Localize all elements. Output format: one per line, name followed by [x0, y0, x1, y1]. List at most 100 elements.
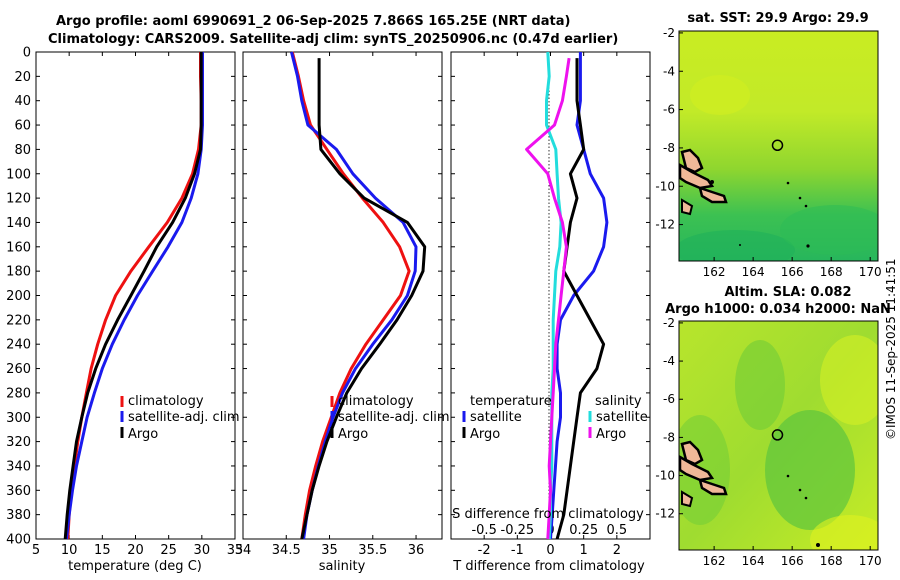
y-tick-label: 20 [14, 70, 31, 85]
map-y-tick-label: -10 [655, 469, 675, 483]
legend-label-satellite: satellite-adj. clim [128, 410, 240, 425]
series-salinity-argo [525, 57, 571, 540]
series-temperature-argo [555, 58, 606, 540]
difference-xlabel: T difference from climatology [452, 559, 645, 574]
map-y-tick-label: -12 [655, 507, 675, 521]
sst-map-frame [678, 30, 879, 262]
y-tick-label: 200 [6, 289, 31, 304]
y-tick-label: 220 [6, 313, 31, 328]
y-tick-label: 60 [14, 119, 31, 134]
x-tick-label: 35 [321, 543, 338, 558]
map-x-tick-label: 162 [703, 554, 726, 568]
map-y-tick-label: -2 [663, 316, 675, 330]
x-tick-label: 20 [127, 543, 144, 558]
y-tick-label: 320 [6, 435, 31, 450]
y-tick-label: 360 [6, 484, 31, 499]
y-tick-label: 280 [6, 386, 31, 401]
legend-label-s-argo: Argo [596, 427, 626, 442]
sla-map-field [679, 321, 878, 550]
temperature-axes [35, 51, 236, 540]
y-tick-label: 240 [6, 338, 31, 353]
legend-heading-salinity: salinity [595, 394, 642, 409]
y-tick-label: 300 [6, 411, 31, 426]
figure-title-line2: Climatology: CARS2009. Satellite-adj cli… [48, 32, 619, 47]
map-x-tick-label: 162 [703, 265, 726, 279]
s-difference-label: S difference from climatology [452, 507, 644, 522]
s-tick-label: -0.5 [471, 523, 496, 538]
legend-label-climatology: climatology [338, 394, 414, 409]
x-tick-label: 34.5 [272, 543, 301, 558]
map-x-tick-label: 168 [820, 554, 843, 568]
salinity-legend: climatology satellite-adj. clim Argo [330, 394, 450, 442]
sla-map-title: Altim. SLA: 0.082 [725, 285, 852, 300]
map-y-tick-label: -6 [663, 392, 675, 406]
x-tick-label: 1 [580, 543, 588, 558]
map-y-tick-label: -8 [663, 430, 675, 444]
s-tick-label: -0.25 [501, 523, 535, 538]
y-tick-label: 260 [6, 362, 31, 377]
x-tick-label: 10 [61, 543, 78, 558]
series-salinity-satellite [545, 51, 563, 540]
map-x-tick-label: 166 [781, 265, 804, 279]
series-climatology [66, 52, 203, 540]
y-tick-label: 380 [6, 508, 31, 523]
series-satellite-adj-clim [290, 51, 418, 540]
legend-label-t-argo: Argo [470, 427, 500, 442]
y-tick-label: 140 [6, 216, 31, 231]
series-argo [300, 58, 427, 540]
sla-map-subtitle: Argo h1000: 0.034 h2000: NaN [665, 302, 891, 317]
map-y-tick-label: -2 [663, 26, 675, 40]
island [681, 198, 694, 216]
x-tick-label: 36 [408, 543, 425, 558]
y-tick-label: 120 [6, 192, 31, 207]
s-tick-label: 0.25 [569, 523, 598, 538]
series-temperature-satellite [549, 52, 609, 540]
map-x-tick-label: 164 [742, 265, 765, 279]
legend-label-t-satellite: satellite [470, 410, 522, 425]
argo-float-marker [771, 139, 784, 152]
temperature-legend: climatology satellite-adj. clim Argo [120, 394, 240, 442]
x-tick-label: 35.5 [358, 543, 387, 558]
salinity-xlabel: salinity [319, 559, 366, 574]
map-x-tick-label: 168 [820, 265, 843, 279]
map-x-tick-label: 170 [859, 554, 882, 568]
legend-label-satellite: satellite-adj. clim [338, 410, 450, 425]
island [679, 162, 715, 190]
x-tick-label: 5 [32, 543, 40, 558]
legend-label-argo: Argo [338, 427, 368, 442]
temperature-xlabel: temperature (deg C) [68, 559, 202, 574]
map-y-tick-label: -4 [663, 354, 675, 368]
x-tick-label: 25 [160, 543, 177, 558]
x-tick-label: 2 [613, 543, 621, 558]
legend-label-s-satellite: satellite [596, 410, 648, 425]
x-tick-label: 30 [194, 543, 211, 558]
legend-label-climatology: climatology [128, 394, 204, 409]
legend-heading-temperature: temperature [470, 394, 552, 409]
map-x-tick-label: 164 [742, 554, 765, 568]
map-y-tick-label: -4 [663, 64, 675, 78]
y-tick-label: 40 [14, 94, 31, 109]
map-y-tick-label: -10 [655, 179, 675, 193]
sla-map-frame [678, 320, 879, 551]
x-tick-label: 34 [235, 543, 252, 558]
island [681, 490, 694, 508]
figure-title-line1: Argo profile: aoml 6990691_2 06-Sep-2025… [56, 14, 571, 29]
x-tick-label: -2 [478, 543, 491, 558]
map-y-tick-label: -12 [655, 218, 675, 232]
difference-legend: temperature satellite Argo salinity sate… [462, 394, 648, 442]
x-tick-label: 0 [546, 543, 554, 558]
y-tick-label: 180 [6, 265, 31, 280]
x-tick-label: -1 [511, 543, 524, 558]
map-y-tick-label: -6 [663, 103, 675, 117]
y-tick-label: 100 [6, 167, 31, 182]
y-tick-label: 160 [6, 240, 31, 255]
s-tick-label: 0.5 [606, 523, 627, 538]
island [679, 454, 715, 482]
legend-label-argo: Argo [128, 427, 158, 442]
island [698, 478, 728, 496]
series-satellite-adj-clim [65, 52, 204, 540]
copyright-stamp: ©IMOS 11-Sep-2025 11:41:51 [884, 258, 898, 440]
y-tick-label: 400 [6, 533, 31, 548]
series-argo [63, 52, 203, 540]
